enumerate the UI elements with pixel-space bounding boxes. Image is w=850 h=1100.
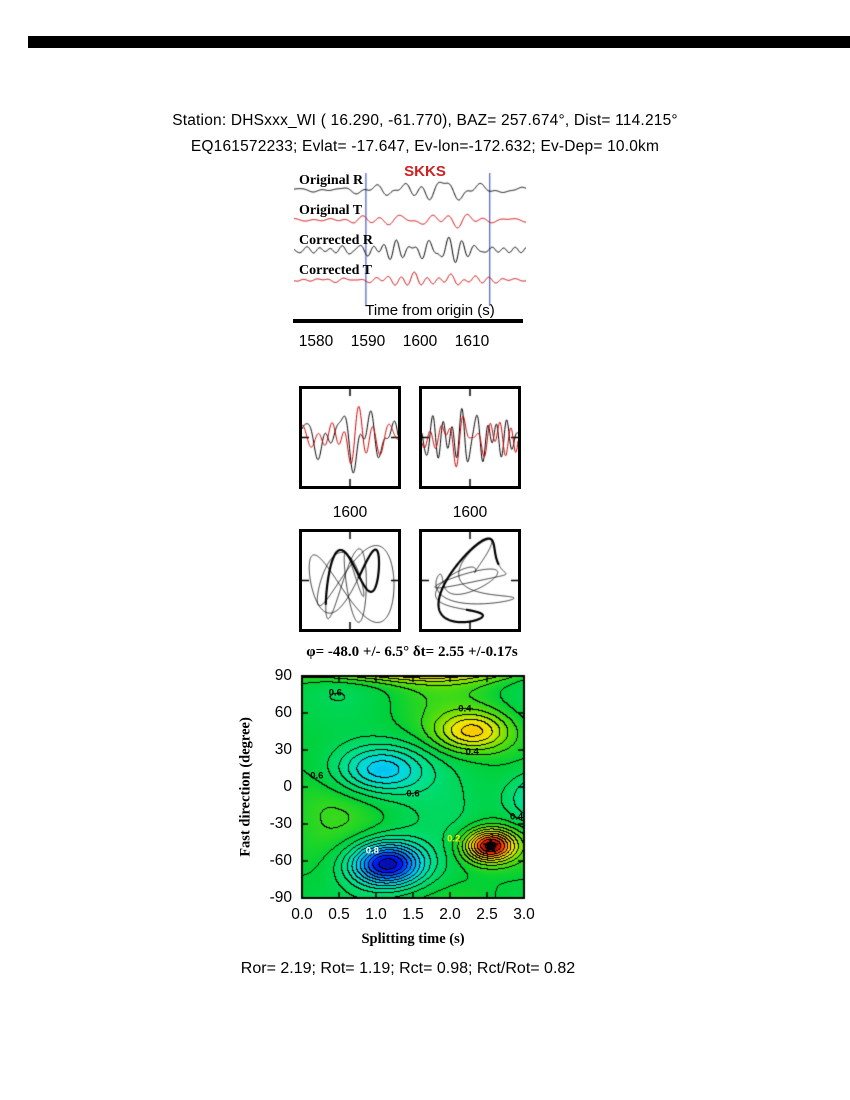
splitting-time-tick-label: 0.5 [328,906,350,923]
splitting-time-tick-label: 3.0 [513,906,535,923]
time-axis-bar [293,319,523,323]
fast-direction-tick-label: 30 [274,741,292,758]
splitting-time-tick-label: 2.5 [476,906,498,923]
time-tick-label: 1580 [298,333,334,350]
time-tick-label: 1590 [350,333,386,350]
time-tick-label: 1610 [454,333,490,350]
zoom-tick-label-left: 1600 [332,504,368,521]
windowed-waveform-panel-corrected [419,386,521,489]
contour-annotation-label: 0.6 [328,687,342,699]
trace-label-corrected-t: Corrected T [299,263,372,278]
fast-direction-tick-label: -60 [269,852,292,869]
splitting-time-tick-label: 2.0 [439,906,461,923]
contour-annotation-label: 0.2 [447,833,461,845]
windowed-waveform-panel-original [299,386,401,489]
fast-direction-tick-label: 0 [283,778,292,795]
trace-label-original-r: Original R [299,173,364,188]
quality-ratios-line: Ror= 2.19; Rot= 1.19; Rct= 0.98; Rct/Rot… [240,960,576,977]
splitting-time-axis-label: Splitting time (s) [361,931,465,947]
fast-direction-tick-label: 90 [274,667,292,684]
fast-direction-tick-label: -90 [269,889,292,906]
particle-motion-panel-original [299,529,401,632]
contour-annotation-label: 0.6 [310,770,324,782]
contour-annotation-label: 0.6 [406,788,420,800]
splitting-time-tick-label: 1.5 [402,906,424,923]
station-info-line: Station: DHSxxx_WI ( 16.290, -61.770), B… [172,112,678,129]
trace-label-original-t: Original T [299,203,363,218]
particle-motion-canvas-original [302,532,398,629]
time-tick-label: 1600 [402,333,438,350]
splitting-time-tick-label: 1.0 [365,906,387,923]
particle-motion-panel-corrected [419,529,521,632]
splitting-parameters-title: φ= -48.0 +/- 6.5° δt= 2.55 +/-0.17s [306,644,518,660]
seismogram-traces-canvas [294,168,526,308]
trace-label-corrected-r: Corrected R [299,233,373,248]
contour-annotation-label: 0.8 [365,845,379,857]
fast-direction-tick-label: 60 [274,704,292,721]
contour-annotation-label: 0.4 [458,703,472,715]
splitting-time-tick-label: 0.0 [291,906,313,923]
fast-direction-axis-label: Fast direction (degree) [237,717,254,857]
time-axis-title: Time from origin (s) [365,302,495,319]
particle-motion-canvas-corrected [422,532,518,629]
misfit-contour-canvas [294,668,532,906]
windowed-waveform-canvas-corrected [422,389,518,486]
top-rule [28,36,850,48]
zoom-tick-label-right: 1600 [452,504,488,521]
windowed-waveform-canvas-original [302,389,398,486]
contour-annotation-label: 0.4 [509,811,524,823]
fast-direction-tick-label: -30 [269,815,292,832]
event-info-line: EQ161572233; Evlat= -17.647, Ev-lon=-172… [190,138,660,155]
contour-annotation-label: 0.4 [465,746,479,758]
